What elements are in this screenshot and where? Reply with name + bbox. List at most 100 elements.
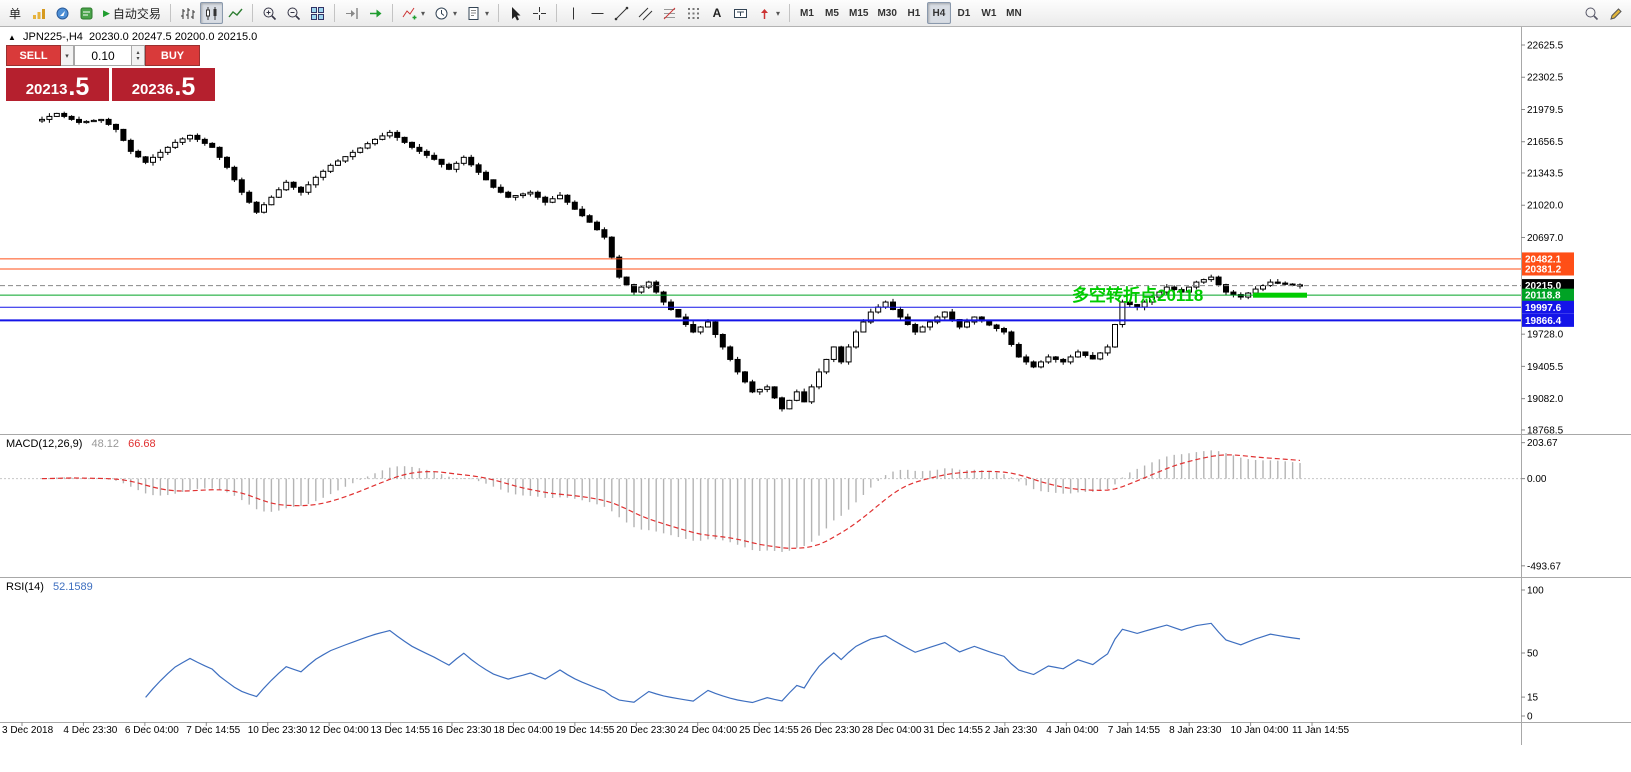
tile-windows-icon[interactable] [306, 2, 329, 24]
time-axis-label: 20 Dec 23:30 [616, 725, 676, 736]
macd-label: MACD(12,26,9) 48.12 66.68 [6, 438, 156, 450]
chart-shift-icon[interactable] [340, 2, 363, 24]
chart-marker-icon: ▲ [8, 33, 16, 42]
sell-price-main: 20213 [25, 80, 68, 98]
cursor-icon[interactable] [504, 2, 527, 24]
caret-down-icon: ▾ [775, 8, 780, 18]
autotrade-button[interactable]: ▶ 自动交易 [99, 2, 165, 24]
text-tool-icon[interactable]: A [706, 2, 728, 24]
toolbar-separator [169, 4, 171, 22]
timeframe-button-m15[interactable]: M15 [845, 2, 872, 24]
arrows-tool-icon[interactable]: ▾ [753, 2, 784, 24]
timeframe-button-h1[interactable]: H1 [902, 2, 926, 24]
time-axis-label: 24 Dec 04:00 [677, 725, 738, 736]
svg-text:20118.8: 20118.8 [1525, 291, 1561, 302]
svg-text:19082.0: 19082.0 [1527, 394, 1564, 405]
timeframe-button-m5[interactable]: M5 [820, 2, 844, 24]
svg-text:100: 100 [1527, 586, 1544, 597]
terminal-icon[interactable] [75, 2, 98, 24]
chart-title: ▲ JPN225-,H4 20230.0 20247.5 20200.0 202… [8, 31, 257, 43]
caret-down-icon: ▾ [420, 8, 425, 18]
timeframe-group: M1 M5 M15 M30 H1 H4 D1 W1 MN [795, 2, 1026, 24]
svg-text:15: 15 [1527, 693, 1539, 704]
svg-text:203.67: 203.67 [1527, 438, 1558, 449]
bar-chart-icon[interactable] [176, 2, 199, 24]
toolbar-separator [555, 4, 557, 22]
volume-input[interactable] [74, 45, 132, 66]
ohlc-low: 20200.0 [174, 31, 215, 43]
channel-tool-icon[interactable] [634, 2, 657, 24]
edit-pencil-icon[interactable] [1604, 2, 1627, 24]
one-click-trading-panel: SELL ▾ ▴ ▾ BUY 20213 .5 20236 .5 [6, 45, 220, 101]
time-axis-label: 28 Dec 04:00 [862, 725, 922, 736]
rsi-name: RSI(14) [6, 581, 44, 593]
templates-icon[interactable]: ▾ [462, 2, 493, 24]
time-axis-label: 7 Dec 14:55 [186, 725, 241, 736]
horizontal-line-tool-icon[interactable] [586, 2, 609, 24]
trendline-tool-icon[interactable] [610, 2, 633, 24]
buy-button[interactable]: BUY [145, 45, 200, 66]
svg-text:19997.6: 19997.6 [1525, 303, 1562, 314]
zoom-out-icon[interactable] [282, 2, 305, 24]
timeframe-button-h4[interactable]: H4 [926, 2, 951, 24]
svg-text:20482.1: 20482.1 [1525, 254, 1562, 265]
zoom-in-icon[interactable] [258, 2, 281, 24]
sell-button[interactable]: SELL [6, 45, 61, 66]
svg-text:22625.5: 22625.5 [1527, 41, 1564, 52]
buy-price-main: 20236 [131, 80, 174, 98]
auto-scroll-icon[interactable] [364, 2, 387, 24]
volume-spinner[interactable]: ▴ ▾ [132, 45, 145, 66]
timeframe-button-mn[interactable]: MN [1002, 2, 1026, 24]
svg-text:21343.5: 21343.5 [1527, 168, 1564, 179]
periods-icon[interactable]: ▾ [430, 2, 461, 24]
ohlc-close: 20215.0 [217, 31, 258, 43]
chart-annotation: 多空转折点20118 [1072, 286, 1204, 305]
timeframe-button-w1[interactable]: W1 [977, 2, 1001, 24]
time-axis[interactable]: 3 Dec 2018 4 Dec 23:30 6 Dec 04:00 7 Dec 14… [0, 725, 1631, 741]
time-axis-label: 25 Dec 14:55 [739, 725, 799, 736]
symbol-timeframe-label: JPN225-,H4 [22, 31, 83, 43]
buy-price-display[interactable]: 20236 .5 [112, 68, 215, 101]
time-axis-label: 2 Jan 23:30 [984, 725, 1038, 736]
svg-text:21979.5: 21979.5 [1527, 105, 1564, 116]
sell-price-frac: .5 [68, 72, 90, 101]
buy-price-frac: .5 [174, 72, 196, 101]
time-axis-label: 31 Dec 14:55 [923, 725, 983, 736]
rsi-value: 52.1589 [52, 581, 93, 593]
caret-down-icon: ▾ [484, 8, 489, 18]
svg-text:19866.4: 19866.4 [1525, 316, 1562, 327]
timeframe-button-d1[interactable]: D1 [952, 2, 976, 24]
time-axis-label: 11 Jan 14:55 [1292, 725, 1350, 736]
time-axis-label: 7 Jan 14:55 [1107, 725, 1160, 736]
navigator-icon[interactable] [51, 2, 74, 24]
time-axis-label: 4 Jan 04:00 [1046, 725, 1099, 736]
sell-options-caret[interactable]: ▾ [61, 45, 74, 66]
svg-text:21656.5: 21656.5 [1527, 137, 1564, 148]
timeframe-button-m30[interactable]: M30 [873, 2, 900, 24]
indicators-icon[interactable]: ▾ [398, 2, 429, 24]
svg-text:-493.67: -493.67 [1527, 561, 1561, 572]
sell-price-display[interactable]: 20213 .5 [6, 68, 109, 101]
candlestick-chart-icon[interactable] [199, 2, 223, 24]
vertical-line-tool-icon[interactable] [562, 2, 585, 24]
text-label-tool-icon[interactable] [729, 2, 752, 24]
svg-text:21020.0: 21020.0 [1527, 201, 1564, 212]
svg-text:19728.0: 19728.0 [1527, 330, 1564, 341]
spinner-down-icon[interactable]: ▾ [136, 55, 140, 62]
time-axis-label: 4 Dec 23:30 [63, 725, 118, 736]
fibonacci-tool-icon[interactable] [658, 2, 681, 24]
svg-text:20381.2: 20381.2 [1525, 264, 1562, 275]
caret-down-icon: ▾ [452, 8, 457, 18]
market-watch-icon[interactable] [27, 2, 50, 24]
ohlc-high: 20247.5 [131, 31, 172, 43]
crosshair-icon[interactable] [528, 2, 551, 24]
search-icon[interactable] [1580, 2, 1603, 24]
shapes-grid-icon[interactable] [682, 2, 705, 24]
timeframe-button-m1[interactable]: M1 [795, 2, 819, 24]
time-axis-label: 6 Dec 04:00 [124, 725, 179, 736]
spinner-up-icon[interactable]: ▴ [136, 49, 140, 56]
line-chart-icon[interactable] [224, 2, 247, 24]
new-order-button[interactable]: 单 [4, 2, 26, 24]
time-axis-label: 8 Jan 23:30 [1169, 725, 1222, 736]
